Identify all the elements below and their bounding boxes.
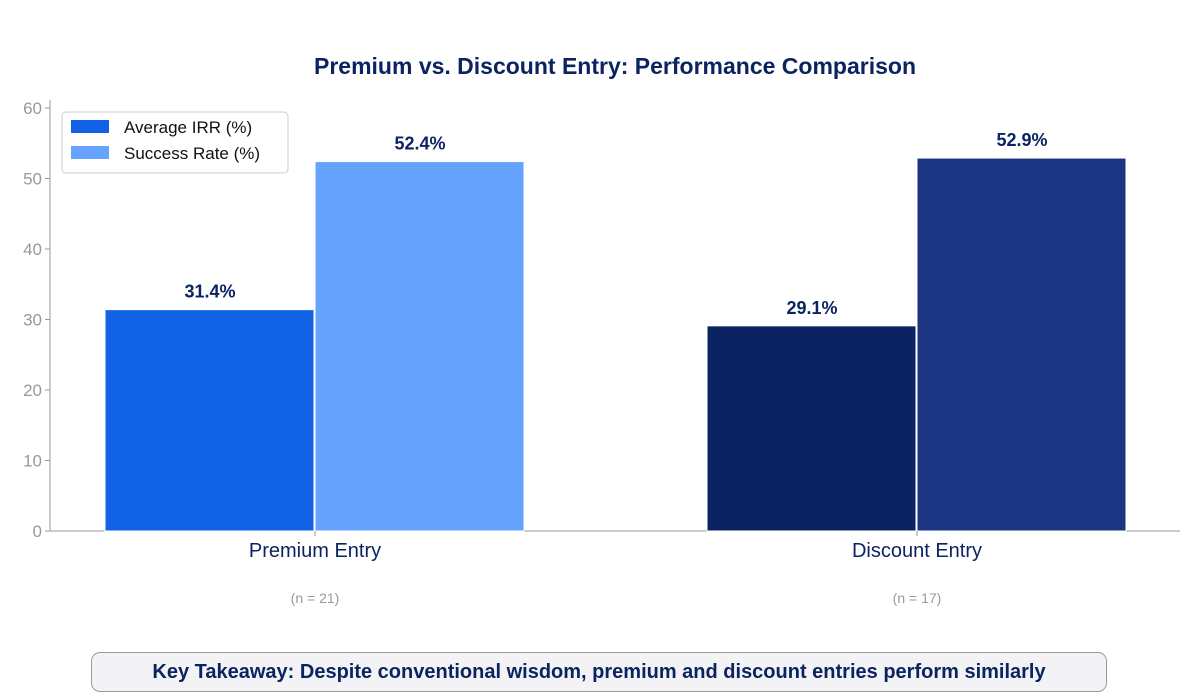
- legend-label: Average IRR (%): [124, 118, 252, 137]
- x-tick-label: Discount Entry: [852, 540, 982, 562]
- key-takeaway-box: Key Takeaway: Despite conventional wisdo…: [91, 652, 1107, 692]
- chart-title: Premium vs. Discount Entry: Performance …: [314, 53, 916, 79]
- data-label: 52.9%: [996, 130, 1047, 150]
- y-tick-label: 10: [23, 452, 42, 471]
- legend-label: Success Rate (%): [124, 144, 260, 163]
- x-tick-label: Premium Entry: [249, 540, 381, 562]
- data-label: 29.1%: [786, 298, 837, 318]
- key-takeaway-text: Key Takeaway: Despite conventional wisdo…: [152, 660, 1046, 683]
- sample-size-note: (n = 21): [291, 590, 340, 606]
- bar-average-irr: [706, 325, 917, 532]
- bar-success-rate: [916, 157, 1127, 532]
- legend-swatch: [71, 120, 109, 133]
- data-label: 52.4%: [394, 134, 445, 154]
- y-tick-label: 20: [23, 381, 42, 400]
- y-tick-label: 60: [23, 99, 42, 118]
- bar-average-irr: [104, 309, 315, 532]
- legend-swatch: [71, 146, 109, 159]
- sample-size-note: (n = 17): [893, 590, 942, 606]
- y-tick-label: 0: [33, 522, 42, 541]
- data-label: 31.4%: [184, 282, 235, 302]
- legend: [61, 111, 289, 174]
- bar-success-rate: [314, 161, 525, 532]
- y-tick-label: 40: [23, 240, 42, 259]
- y-tick-label: 30: [23, 311, 42, 330]
- y-tick-label: 50: [23, 170, 42, 189]
